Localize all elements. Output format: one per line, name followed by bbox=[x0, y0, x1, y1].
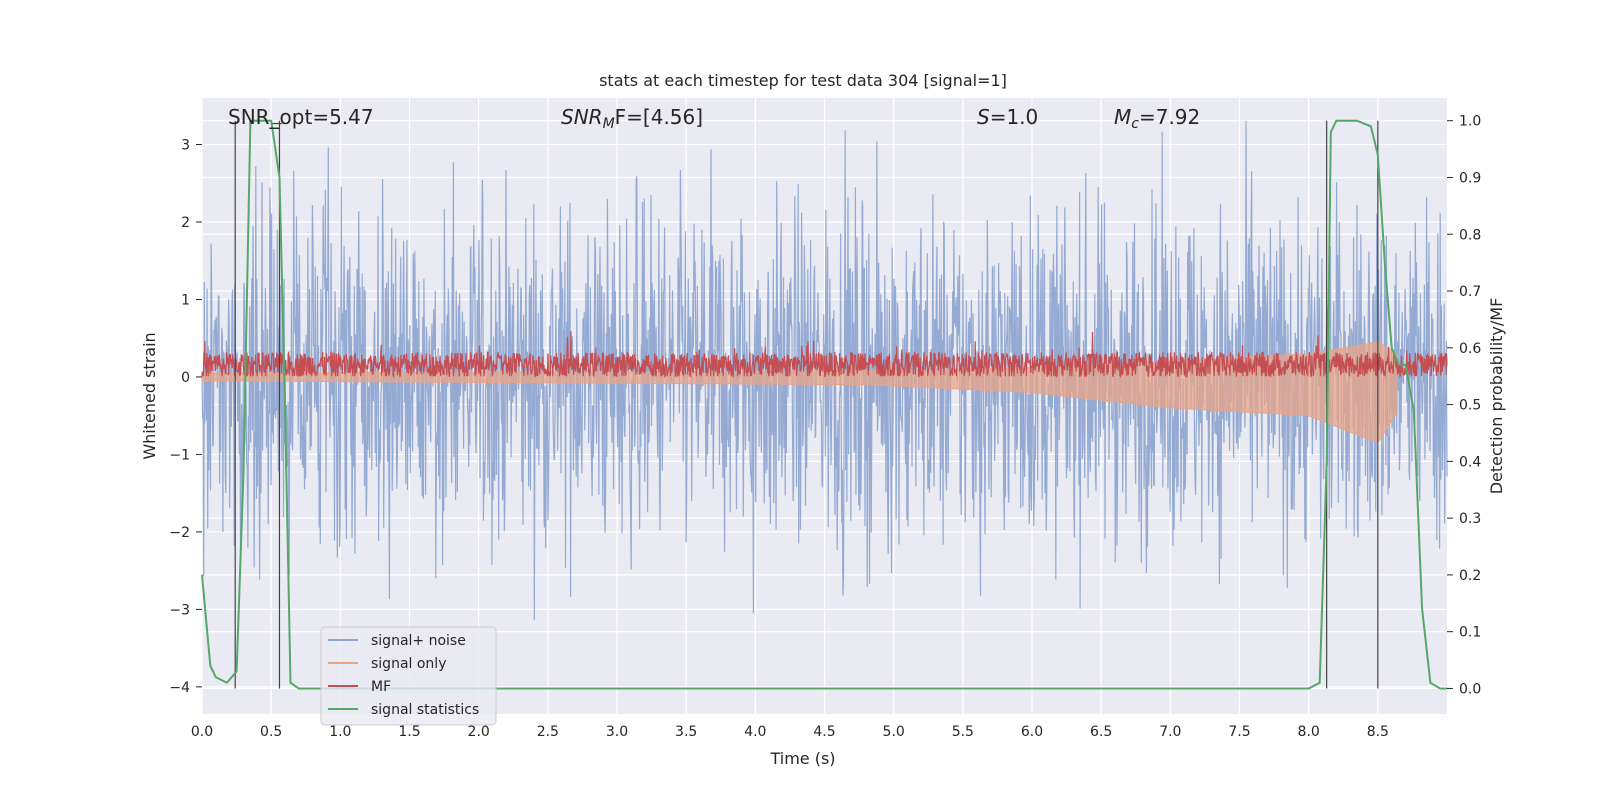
annotation-snr-mf: SNRMF=[4.56] bbox=[561, 105, 703, 132]
y-axis-title-left: Whitened strain bbox=[140, 332, 159, 459]
x-tick-label: 1.0 bbox=[329, 724, 351, 740]
x-tick-label: 2.0 bbox=[468, 724, 490, 740]
y-right-tick-label: 0.6 bbox=[1459, 341, 1481, 357]
legend-label-signal-noise: signal+ noise bbox=[371, 633, 466, 649]
y-right-tick-label: 0.8 bbox=[1459, 227, 1481, 243]
x-tick-label: 0.0 bbox=[191, 724, 213, 740]
y-right-tick-label: 1.0 bbox=[1459, 114, 1481, 130]
x-axis-title: Time (s) bbox=[769, 749, 835, 768]
signal-statistics-line bbox=[201, 119, 1447, 690]
y-right-tick-label: 0.3 bbox=[1459, 511, 1481, 527]
x-tick-label: 5.0 bbox=[883, 724, 905, 740]
y-right-tick-label: 0.4 bbox=[1459, 454, 1481, 470]
y-axis-title-right: Detection probability/MF bbox=[1487, 298, 1506, 495]
y-right-tick-label: 0.7 bbox=[1459, 284, 1481, 300]
series-signal-statistics bbox=[201, 119, 1447, 690]
series-mf bbox=[201, 331, 1448, 379]
legend-label-signal-only: signal only bbox=[371, 656, 446, 672]
legend-label-mf: MF bbox=[371, 679, 391, 695]
y-left-tick-label: −1 bbox=[169, 447, 190, 463]
y-left-tick-label: −4 bbox=[169, 680, 190, 696]
x-tick-label: 4.5 bbox=[813, 724, 835, 740]
y-left-tick-label: −3 bbox=[169, 602, 190, 618]
x-tick-label: 5.5 bbox=[952, 724, 974, 740]
mf-line bbox=[201, 331, 1448, 379]
x-tick-label: 6.0 bbox=[1021, 724, 1043, 740]
x-tick-label: 6.5 bbox=[1090, 724, 1112, 740]
x-tick-label: 1.5 bbox=[398, 724, 420, 740]
x-tick-label: 3.5 bbox=[675, 724, 697, 740]
x-tick-label: 2.5 bbox=[537, 724, 559, 740]
y-right-tick-label: 0.5 bbox=[1459, 398, 1481, 414]
chart-title: stats at each timestep for test data 304… bbox=[599, 71, 1007, 90]
y-left-tick-label: −2 bbox=[169, 525, 190, 541]
y-left-tick-label: 3 bbox=[181, 137, 190, 153]
y-right-tick-label: 0.2 bbox=[1459, 568, 1481, 584]
x-tick-label: 3.0 bbox=[606, 724, 628, 740]
y-right-tick-label: 0.9 bbox=[1459, 170, 1481, 186]
y-left-tick-label: 1 bbox=[181, 292, 190, 308]
annotation-snr-opt: SNR_opt=5.47 bbox=[228, 105, 374, 129]
y-left-tick-label: 0 bbox=[181, 370, 190, 386]
y-right-tick-label: 0.0 bbox=[1459, 681, 1481, 697]
legend-box bbox=[320, 626, 497, 726]
x-tick-label: 8.5 bbox=[1367, 724, 1389, 740]
x-tick-label: 4.0 bbox=[744, 724, 766, 740]
annotation-s: S=1.0 bbox=[977, 105, 1038, 129]
x-tick-label: 7.0 bbox=[1159, 724, 1181, 740]
x-tick-label: 8.0 bbox=[1298, 724, 1320, 740]
legend-label-signal-statistics: signal statistics bbox=[371, 702, 479, 718]
y-right-tick-label: 0.1 bbox=[1459, 625, 1481, 641]
axis-ticks: 0.0 0.5 1.0 1.5 2.0 2.5 3.0 3.5 4.0 4.5 5.0 5.5 6.0 6… bbox=[169, 114, 1481, 740]
x-tick-label: 0.5 bbox=[260, 724, 282, 740]
legend: signal+ noise signal only MF signal stat… bbox=[320, 626, 497, 726]
x-tick-label: 7.5 bbox=[1228, 724, 1250, 740]
annotation-mc: Mc=7.92 bbox=[1114, 105, 1200, 132]
y-left-tick-label: 2 bbox=[181, 215, 190, 231]
